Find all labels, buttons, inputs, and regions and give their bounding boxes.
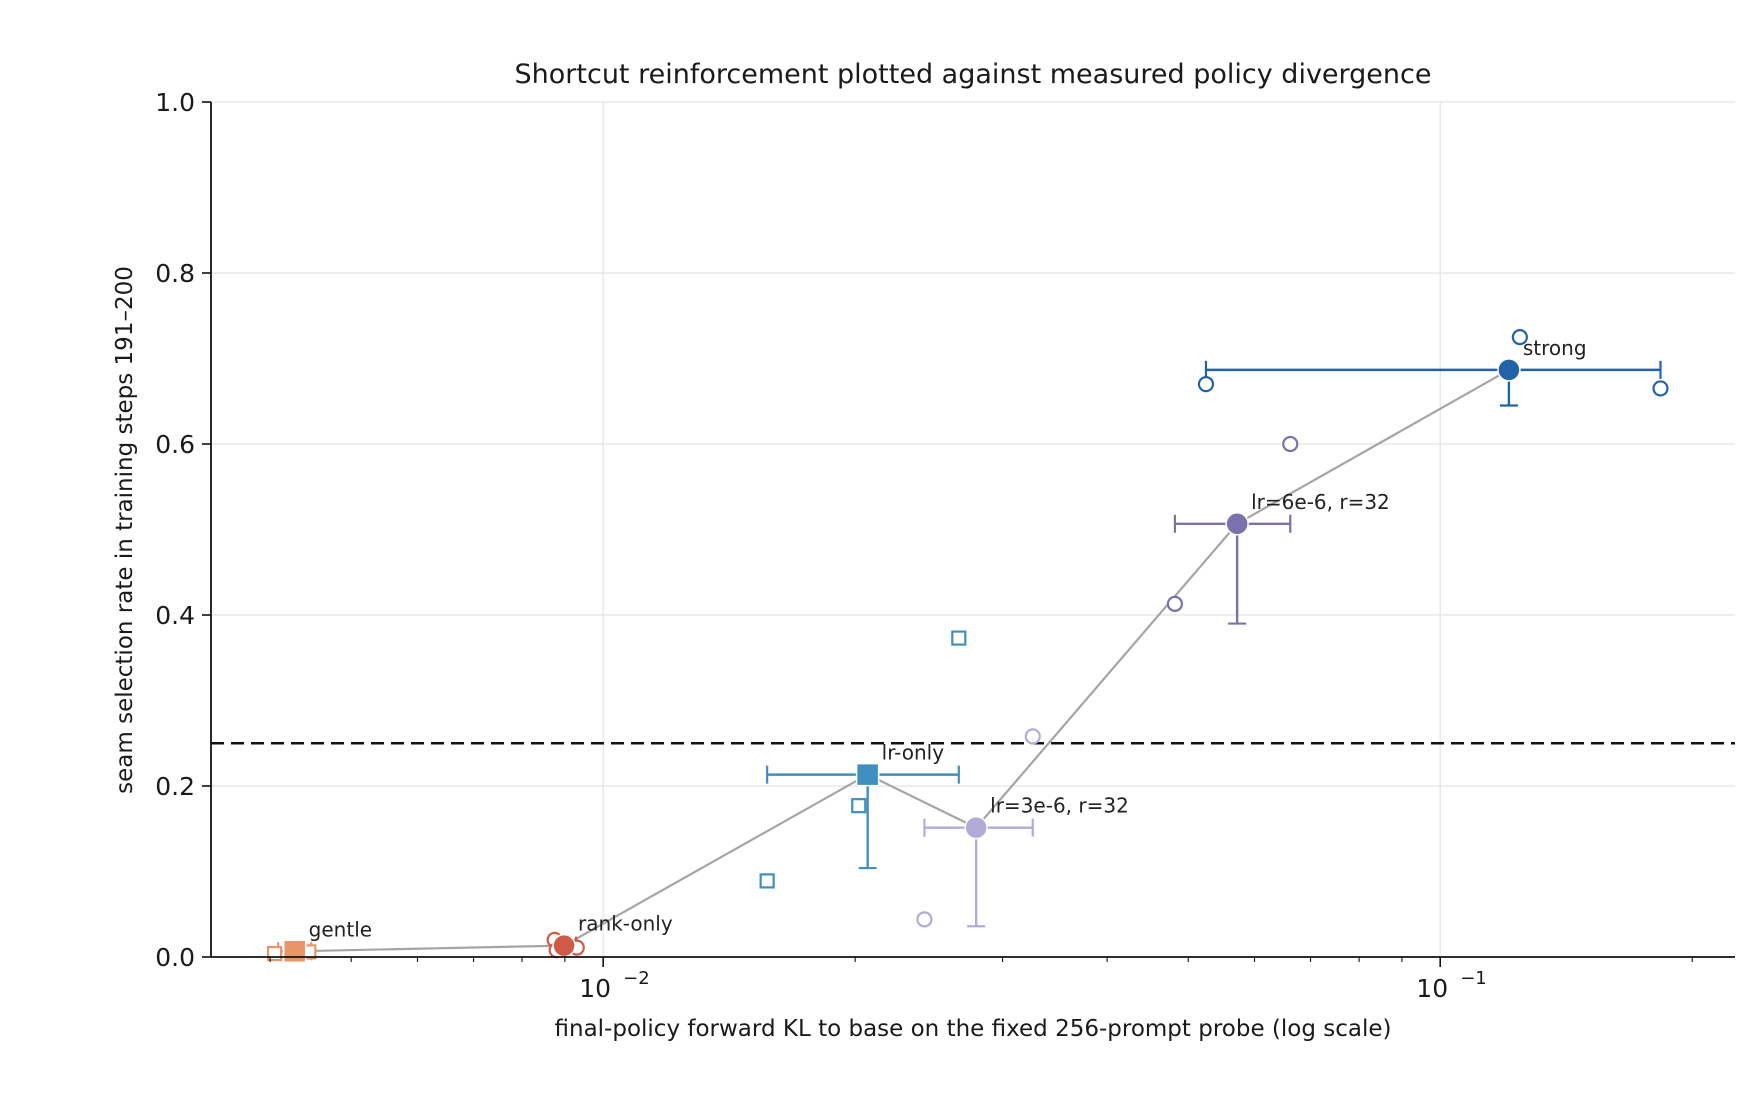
annotation-lr-6e-6-r-32: lr=6e-6, r=32	[1251, 490, 1390, 514]
run-point-strong	[1197, 376, 1215, 393]
run-point-lr-6e-6-r-32	[1166, 595, 1184, 612]
run-point-strong	[1511, 329, 1528, 346]
y-ticks: 0.0 0.2 0.4 0.6 0.8 1.0	[155, 88, 211, 972]
run-point-strong	[1652, 380, 1669, 397]
run-point-lr-3e-6-r-32	[1024, 728, 1041, 745]
mean-point-gentle	[282, 939, 307, 964]
y-tick-label: 0.2	[155, 772, 195, 801]
run-point-lr-only	[759, 873, 775, 889]
trend-line	[294, 368, 1510, 953]
error-bars	[277, 360, 1662, 961]
y-tick-label: 0.8	[155, 259, 195, 288]
x-tick-label: 10	[1416, 974, 1448, 1003]
axes	[210, 102, 1735, 958]
annotation-strong: strong	[1523, 336, 1587, 360]
run-point-lr-6e-6-r-32	[1282, 435, 1299, 453]
chart-title: Shortcut reinforcement plotted against m…	[515, 59, 1432, 90]
run-point-lr-only	[851, 798, 867, 814]
x-tick-exponent: −2	[623, 968, 650, 989]
annotation-gentle: gentle	[309, 917, 372, 941]
y-tick-label: 0.6	[155, 430, 195, 459]
mean-markers	[282, 358, 1521, 964]
y-axis-label: seam selection rate in training steps 19…	[112, 266, 138, 794]
condition-annotations: gentle rank-only lr-only lr=3e-6, r=32 lr=6e…	[309, 336, 1587, 941]
grid	[211, 101, 1735, 958]
run-point-lr-only	[951, 630, 967, 646]
x-axis-label: final-policy forward KL to base on the f…	[555, 1016, 1392, 1042]
mean-point-lr-3e-6-r-32	[964, 815, 988, 840]
x-tick-exponent: −1	[1460, 968, 1487, 989]
mean-point-lr-6e-6-r-32	[1225, 512, 1249, 536]
annotation-rank-only: rank-only	[578, 912, 673, 936]
mean-point-rank-only	[552, 933, 576, 958]
x-tick-label: 10	[579, 974, 611, 1003]
annotation-lr-3e-6-r-32: lr=3e-6, r=32	[990, 794, 1129, 818]
run-markers	[266, 329, 1669, 962]
mean-point-strong	[1497, 358, 1521, 382]
y-tick-label: 0.4	[155, 601, 195, 630]
y-tick-label: 0.0	[155, 943, 195, 972]
x-ticks: 10 −2 10 −1	[269, 957, 1693, 1003]
annotation-lr-only: lr-only	[882, 741, 945, 765]
y-tick-label: 1.0	[155, 88, 195, 117]
run-point-lr-3e-6-r-32	[916, 911, 933, 928]
mean-point-lr-only	[855, 762, 880, 787]
